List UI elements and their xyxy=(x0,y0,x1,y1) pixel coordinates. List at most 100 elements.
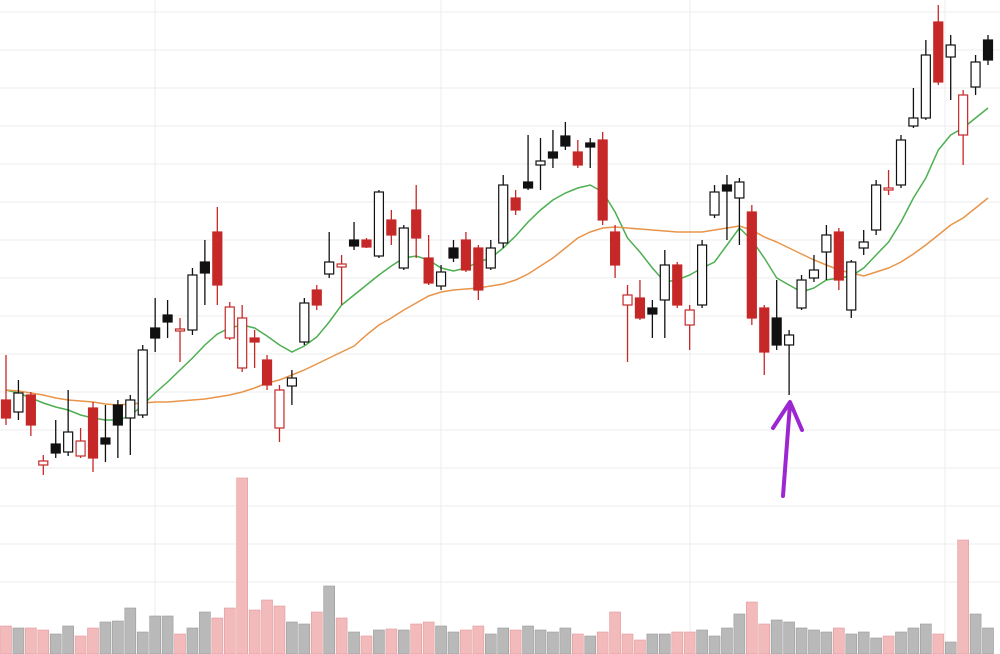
candle-body xyxy=(945,44,956,58)
candle-body xyxy=(423,257,434,284)
candle-body xyxy=(38,460,49,466)
volume-bar xyxy=(845,633,858,654)
candle-body xyxy=(199,261,210,274)
volume-bar xyxy=(310,611,323,654)
candle-body xyxy=(13,392,24,413)
volume-bar xyxy=(273,605,286,654)
volume-bar xyxy=(472,625,485,654)
candle-body xyxy=(958,94,969,136)
volume-bar xyxy=(248,609,261,654)
arrow-head xyxy=(771,400,804,432)
candle-body xyxy=(510,197,521,211)
candle-body xyxy=(908,117,919,127)
candle-body xyxy=(597,139,608,221)
volume-bar xyxy=(895,631,907,654)
volume-bar xyxy=(920,623,932,654)
candle-body xyxy=(261,359,273,386)
volume-bar xyxy=(236,477,248,654)
volume-layer xyxy=(0,477,994,654)
volume-bar xyxy=(571,633,584,654)
volume-bar xyxy=(733,613,746,654)
candle-body xyxy=(274,389,285,429)
candle-body xyxy=(895,139,907,186)
volume-bar xyxy=(186,627,199,654)
volume-bar xyxy=(721,627,733,654)
volume-bar xyxy=(808,629,820,654)
volume-bar xyxy=(87,627,99,654)
candle-body xyxy=(448,247,459,259)
volume-bar xyxy=(547,631,559,654)
candle-body xyxy=(634,297,646,319)
candle-body xyxy=(833,231,844,281)
candle-body xyxy=(734,181,745,199)
candle-body xyxy=(237,317,248,369)
volume-bar xyxy=(261,599,273,654)
volume-bar xyxy=(497,627,510,654)
volume-bar xyxy=(634,639,646,654)
candle-body xyxy=(150,327,161,339)
moving-average-line xyxy=(5,197,989,406)
volume-bar xyxy=(460,629,472,654)
candle-body xyxy=(609,231,621,266)
candle-body xyxy=(846,261,857,311)
volume-bar xyxy=(335,617,348,654)
candle-body xyxy=(560,135,571,147)
candle-body xyxy=(112,404,123,426)
candle-body xyxy=(187,274,198,331)
candle-body xyxy=(348,239,360,247)
candle-body xyxy=(784,334,795,346)
candle-body xyxy=(485,247,496,269)
candle-body xyxy=(249,337,260,343)
volume-bar xyxy=(25,627,37,654)
candle-body xyxy=(336,263,347,268)
candle-body xyxy=(87,407,99,459)
candle-layer xyxy=(0,5,994,475)
volume-bar xyxy=(857,631,870,654)
volume-bar xyxy=(37,629,50,654)
candle-body xyxy=(435,271,447,287)
volume-bar xyxy=(385,628,398,654)
volume-bar xyxy=(348,631,360,654)
candle-body xyxy=(386,219,397,236)
volume-bar xyxy=(99,621,112,654)
candle-body xyxy=(25,394,36,426)
candle-body xyxy=(63,431,74,453)
moving-average-layer xyxy=(5,107,989,421)
volume-bar xyxy=(112,620,124,654)
volume-bar xyxy=(770,619,783,654)
volume-bar xyxy=(0,625,12,654)
volume-bar xyxy=(298,623,311,654)
candle-body xyxy=(75,440,86,457)
candle-body xyxy=(522,181,534,189)
candle-body xyxy=(125,399,136,419)
candle-body xyxy=(299,302,310,343)
volume-bar xyxy=(746,601,758,654)
candle-body xyxy=(411,209,422,239)
volume-bar xyxy=(820,631,833,654)
candle-body xyxy=(808,269,820,279)
candle-body xyxy=(162,314,173,323)
volume-bar xyxy=(435,625,447,654)
volume-bar xyxy=(522,625,534,654)
candle-body xyxy=(970,61,981,88)
volume-bar xyxy=(621,633,634,654)
candle-body xyxy=(212,231,223,286)
volume-bar xyxy=(422,621,435,654)
candle-body xyxy=(224,306,235,339)
candle-body xyxy=(759,307,770,353)
volume-bar xyxy=(646,633,659,654)
volume-bar xyxy=(833,627,845,654)
volume-bar xyxy=(795,627,808,654)
volume-bar xyxy=(870,637,882,654)
candle-body xyxy=(324,261,335,275)
volume-bar xyxy=(696,629,708,654)
candle-body xyxy=(460,239,472,271)
volume-bar xyxy=(907,627,920,654)
volume-bar xyxy=(49,633,62,654)
volume-bar xyxy=(124,607,137,654)
volume-bar xyxy=(174,633,186,654)
volume-bar xyxy=(211,617,224,654)
candle-body xyxy=(821,234,832,253)
